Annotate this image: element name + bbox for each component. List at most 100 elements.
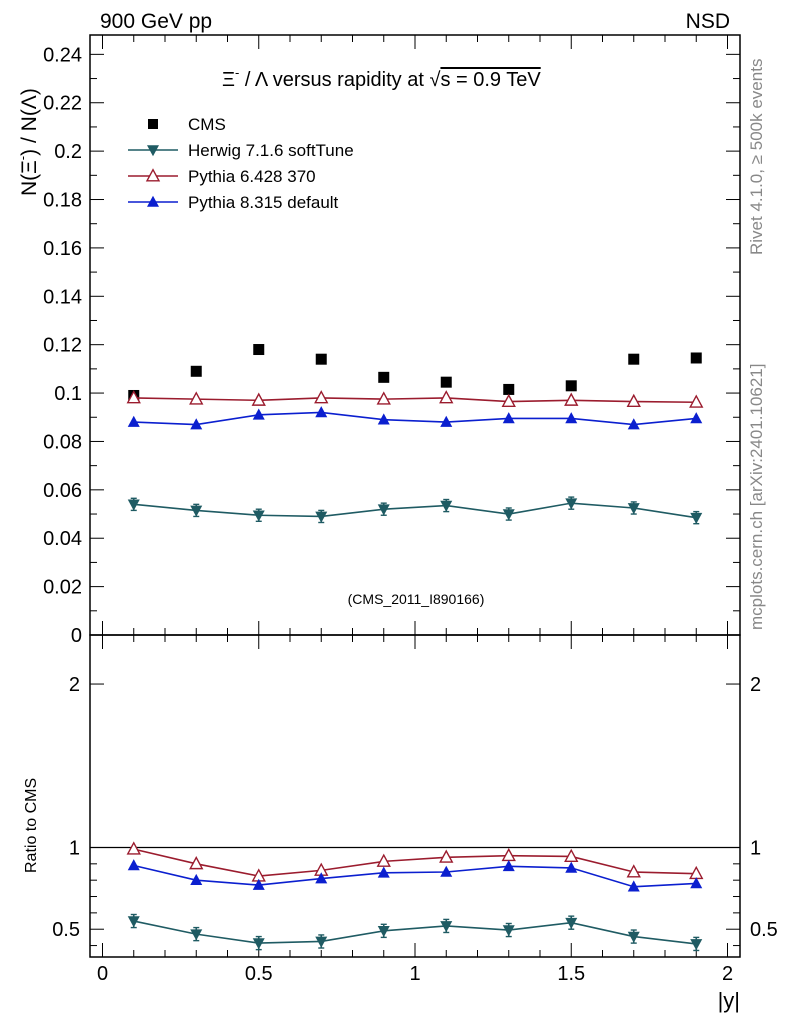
data-point <box>502 859 515 872</box>
series-cms <box>128 344 702 401</box>
data-point <box>376 391 391 405</box>
main-series-layer <box>126 344 704 525</box>
data-point <box>440 500 453 512</box>
data-point <box>440 376 452 388</box>
data-point <box>626 864 641 878</box>
legend-item: Herwig 7.1.6 softTune <box>128 141 354 160</box>
legend-marker <box>147 145 159 157</box>
legend-label: Pythia 8.315 default <box>188 193 339 212</box>
series-line <box>133 411 697 426</box>
main-y-tick-label: 0 <box>71 625 82 647</box>
data-point <box>127 415 140 427</box>
data-point <box>439 390 454 404</box>
main-y-tick-label: 0.2 <box>54 141 82 163</box>
data-point <box>314 390 329 404</box>
data-point <box>564 848 579 862</box>
ratio-series-layer <box>126 841 704 952</box>
data-point <box>126 841 141 855</box>
legend-label: CMS <box>188 115 226 134</box>
data-point <box>376 853 391 867</box>
data-point <box>377 504 390 516</box>
data-point <box>377 413 390 425</box>
data-point <box>690 939 703 951</box>
process-label: NSD <box>686 10 730 33</box>
data-point <box>315 936 328 948</box>
data-point <box>565 861 578 873</box>
data-point <box>626 393 641 408</box>
data-point <box>377 926 390 938</box>
data-point <box>127 916 140 928</box>
data-point <box>189 391 204 405</box>
x-tick-label: 0.5 <box>245 963 273 985</box>
data-point <box>252 408 265 420</box>
series-line <box>133 848 697 877</box>
x-tick-label: 2 <box>722 963 733 985</box>
series-line <box>133 920 697 945</box>
data-point <box>628 353 640 365</box>
rivet-version-label: Rivet 4.1.0, ≥ 500k events <box>747 59 766 255</box>
data-point <box>315 406 328 418</box>
main-y-tick-label: 0.14 <box>43 286 82 308</box>
data-point <box>190 365 202 377</box>
data-point <box>440 865 453 877</box>
axis-ticks: 0 0.02 0.04 0.06 0.08 0.1 0.12 0.14 0.16 0.18 0.2 0… <box>43 35 778 985</box>
main-y-tick-label: 0.22 <box>43 93 82 115</box>
data-point <box>690 352 702 364</box>
main-y-axis-label: N(Ξ-) / N(Λ) <box>15 88 41 196</box>
data-point <box>627 931 640 943</box>
energy-label: 900 GeV pp <box>100 10 212 33</box>
data-point <box>502 509 515 521</box>
data-point <box>565 412 578 424</box>
data-point <box>690 877 703 889</box>
data-point <box>565 380 577 392</box>
analysis-watermark: (CMS_2011_I890166) <box>348 591 485 607</box>
data-point <box>253 344 265 356</box>
x-tick-label: 1 <box>409 963 420 985</box>
main-y-tick-label: 0.16 <box>43 238 82 260</box>
data-point <box>189 856 204 870</box>
data-point <box>190 873 203 885</box>
ratio-y-tick-label-right: 0.5 <box>750 919 778 941</box>
x-tick-label: 1.5 <box>557 963 585 985</box>
data-point <box>440 415 453 427</box>
data-point <box>252 510 265 522</box>
legend-item: Pythia 8.315 default <box>128 193 339 212</box>
legend-label: Pythia 6.428 370 <box>188 167 316 186</box>
data-point <box>439 849 454 863</box>
data-point <box>127 859 140 871</box>
data-point <box>251 392 266 406</box>
ratio-y-tick-label-right: 2 <box>750 674 761 696</box>
data-point <box>627 880 640 892</box>
ratio-y-axis-label: Ratio to CMS <box>23 778 40 873</box>
data-point <box>690 512 703 524</box>
series-pythia-8-315-default <box>127 406 703 430</box>
series-herwig-7-1-6-softtune <box>127 496 703 525</box>
legend-item: CMS <box>148 115 226 134</box>
ratio-y-tick-label-right: 1 <box>750 837 761 859</box>
data-point <box>627 503 640 515</box>
main-y-tick-label: 0.02 <box>43 577 82 599</box>
data-point <box>564 392 579 406</box>
main-y-tick-label: 0.04 <box>43 528 82 550</box>
data-point <box>252 878 265 890</box>
x-axis-label: |y| <box>718 988 740 1013</box>
data-point <box>315 872 328 884</box>
data-point <box>627 418 640 430</box>
series-pythia-6-428-370 <box>126 390 704 408</box>
data-point <box>689 394 704 408</box>
data-point <box>127 499 140 511</box>
series-herwig-7-1-6-softtune <box>127 913 703 952</box>
data-point <box>502 412 515 424</box>
main-y-tick-label: 0.24 <box>43 44 82 66</box>
data-point <box>190 505 203 517</box>
series-line <box>133 397 697 404</box>
x-tick-label: 0 <box>97 963 108 985</box>
data-point <box>315 353 327 365</box>
main-y-tick-label: 0.1 <box>54 383 82 405</box>
data-point <box>315 511 328 523</box>
ratio-y-tick-label-left: 0.5 <box>52 919 80 941</box>
ratio-plot-frame <box>89 634 741 958</box>
data-point <box>690 412 703 424</box>
data-point <box>565 498 578 510</box>
